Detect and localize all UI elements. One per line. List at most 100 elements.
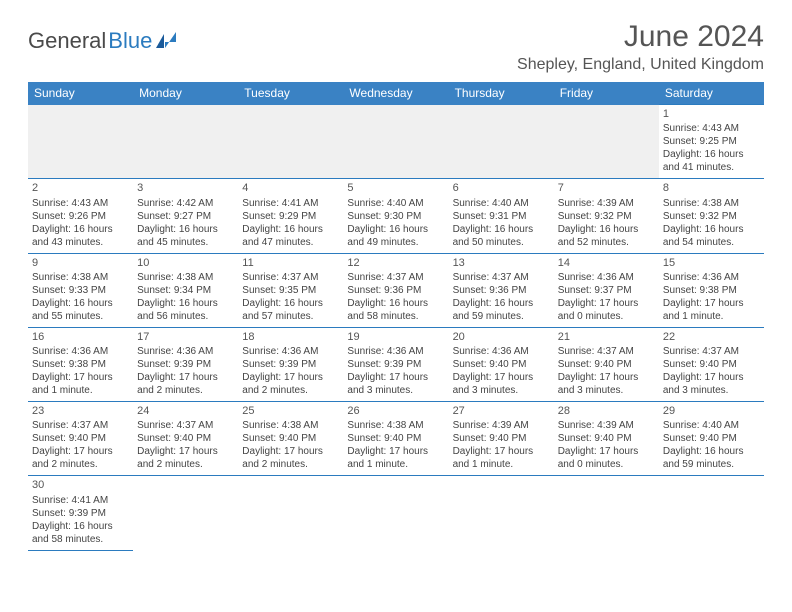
calendar-cell: 14Sunrise: 4:36 AMSunset: 9:37 PMDayligh… bbox=[554, 253, 659, 327]
day-number: 3 bbox=[137, 181, 234, 195]
weekday-header: Thursday bbox=[449, 82, 554, 105]
calendar-table: Sunday Monday Tuesday Wednesday Thursday… bbox=[28, 82, 764, 551]
sunset-text: Sunset: 9:31 PM bbox=[453, 210, 550, 223]
calendar-row: 30Sunrise: 4:41 AMSunset: 9:39 PMDayligh… bbox=[28, 476, 764, 550]
calendar-cell: 19Sunrise: 4:36 AMSunset: 9:39 PMDayligh… bbox=[343, 327, 448, 401]
calendar-cell: 8Sunrise: 4:38 AMSunset: 9:32 PMDaylight… bbox=[659, 179, 764, 253]
daylight-text: Daylight: 16 hours and 56 minutes. bbox=[137, 297, 234, 323]
sunrise-text: Sunrise: 4:38 AM bbox=[32, 271, 129, 284]
sunset-text: Sunset: 9:40 PM bbox=[347, 432, 444, 445]
weekday-header: Sunday bbox=[28, 82, 133, 105]
day-number: 2 bbox=[32, 181, 129, 195]
calendar-cell bbox=[449, 105, 554, 179]
sunrise-text: Sunrise: 4:37 AM bbox=[242, 271, 339, 284]
sunrise-text: Sunrise: 4:36 AM bbox=[663, 271, 760, 284]
sunrise-text: Sunrise: 4:40 AM bbox=[453, 197, 550, 210]
day-number: 7 bbox=[558, 181, 655, 195]
sunset-text: Sunset: 9:40 PM bbox=[453, 432, 550, 445]
sunrise-text: Sunrise: 4:38 AM bbox=[137, 271, 234, 284]
sunrise-text: Sunrise: 4:38 AM bbox=[663, 197, 760, 210]
day-number: 21 bbox=[558, 330, 655, 344]
calendar-cell: 11Sunrise: 4:37 AMSunset: 9:35 PMDayligh… bbox=[238, 253, 343, 327]
sunrise-text: Sunrise: 4:36 AM bbox=[453, 345, 550, 358]
calendar-cell bbox=[133, 105, 238, 179]
sunrise-text: Sunrise: 4:36 AM bbox=[242, 345, 339, 358]
weekday-header-row: Sunday Monday Tuesday Wednesday Thursday… bbox=[28, 82, 764, 105]
day-number: 14 bbox=[558, 256, 655, 270]
weekday-header: Friday bbox=[554, 82, 659, 105]
sunset-text: Sunset: 9:32 PM bbox=[558, 210, 655, 223]
sunset-text: Sunset: 9:40 PM bbox=[453, 358, 550, 371]
day-number: 28 bbox=[558, 404, 655, 418]
weekday-header: Tuesday bbox=[238, 82, 343, 105]
weekday-header: Saturday bbox=[659, 82, 764, 105]
daylight-text: Daylight: 17 hours and 1 minute. bbox=[347, 445, 444, 471]
calendar-cell: 16Sunrise: 4:36 AMSunset: 9:38 PMDayligh… bbox=[28, 327, 133, 401]
daylight-text: Daylight: 16 hours and 58 minutes. bbox=[32, 520, 129, 546]
day-number: 26 bbox=[347, 404, 444, 418]
calendar-cell: 28Sunrise: 4:39 AMSunset: 9:40 PMDayligh… bbox=[554, 402, 659, 476]
sunset-text: Sunset: 9:26 PM bbox=[32, 210, 129, 223]
calendar-cell: 18Sunrise: 4:36 AMSunset: 9:39 PMDayligh… bbox=[238, 327, 343, 401]
day-number: 6 bbox=[453, 181, 550, 195]
sunrise-text: Sunrise: 4:37 AM bbox=[453, 271, 550, 284]
day-number: 22 bbox=[663, 330, 760, 344]
daylight-text: Daylight: 17 hours and 1 minute. bbox=[663, 297, 760, 323]
header: GeneralBlue June 2024 Shepley, England, … bbox=[28, 20, 764, 74]
day-number: 15 bbox=[663, 256, 760, 270]
sunset-text: Sunset: 9:39 PM bbox=[347, 358, 444, 371]
daylight-text: Daylight: 17 hours and 0 minutes. bbox=[558, 445, 655, 471]
calendar-cell: 23Sunrise: 4:37 AMSunset: 9:40 PMDayligh… bbox=[28, 402, 133, 476]
sunset-text: Sunset: 9:35 PM bbox=[242, 284, 339, 297]
month-title: June 2024 bbox=[517, 20, 764, 54]
sunset-text: Sunset: 9:30 PM bbox=[347, 210, 444, 223]
calendar-cell: 12Sunrise: 4:37 AMSunset: 9:36 PMDayligh… bbox=[343, 253, 448, 327]
sunset-text: Sunset: 9:32 PM bbox=[663, 210, 760, 223]
calendar-cell bbox=[343, 105, 448, 179]
sunset-text: Sunset: 9:40 PM bbox=[242, 432, 339, 445]
sunset-text: Sunset: 9:25 PM bbox=[663, 135, 760, 148]
sunrise-text: Sunrise: 4:39 AM bbox=[453, 419, 550, 432]
daylight-text: Daylight: 17 hours and 2 minutes. bbox=[32, 445, 129, 471]
daylight-text: Daylight: 17 hours and 1 minute. bbox=[453, 445, 550, 471]
calendar-cell: 10Sunrise: 4:38 AMSunset: 9:34 PMDayligh… bbox=[133, 253, 238, 327]
daylight-text: Daylight: 16 hours and 59 minutes. bbox=[663, 445, 760, 471]
day-number: 30 bbox=[32, 478, 129, 492]
daylight-text: Daylight: 16 hours and 47 minutes. bbox=[242, 223, 339, 249]
calendar-cell bbox=[28, 105, 133, 179]
daylight-text: Daylight: 17 hours and 0 minutes. bbox=[558, 297, 655, 323]
calendar-cell bbox=[554, 105, 659, 179]
calendar-cell bbox=[238, 105, 343, 179]
sunrise-text: Sunrise: 4:37 AM bbox=[558, 345, 655, 358]
day-number: 27 bbox=[453, 404, 550, 418]
day-number: 23 bbox=[32, 404, 129, 418]
day-number: 5 bbox=[347, 181, 444, 195]
sunrise-text: Sunrise: 4:38 AM bbox=[242, 419, 339, 432]
daylight-text: Daylight: 16 hours and 57 minutes. bbox=[242, 297, 339, 323]
sunset-text: Sunset: 9:29 PM bbox=[242, 210, 339, 223]
calendar-cell bbox=[449, 476, 554, 550]
calendar-cell: 15Sunrise: 4:36 AMSunset: 9:38 PMDayligh… bbox=[659, 253, 764, 327]
sunrise-text: Sunrise: 4:40 AM bbox=[663, 419, 760, 432]
daylight-text: Daylight: 17 hours and 3 minutes. bbox=[347, 371, 444, 397]
sunset-text: Sunset: 9:27 PM bbox=[137, 210, 234, 223]
daylight-text: Daylight: 16 hours and 41 minutes. bbox=[663, 148, 760, 174]
calendar-cell bbox=[343, 476, 448, 550]
day-number: 8 bbox=[663, 181, 760, 195]
day-number: 18 bbox=[242, 330, 339, 344]
sunset-text: Sunset: 9:37 PM bbox=[558, 284, 655, 297]
sunrise-text: Sunrise: 4:37 AM bbox=[32, 419, 129, 432]
calendar-cell: 25Sunrise: 4:38 AMSunset: 9:40 PMDayligh… bbox=[238, 402, 343, 476]
sunrise-text: Sunrise: 4:36 AM bbox=[32, 345, 129, 358]
calendar-cell: 20Sunrise: 4:36 AMSunset: 9:40 PMDayligh… bbox=[449, 327, 554, 401]
sunrise-text: Sunrise: 4:39 AM bbox=[558, 197, 655, 210]
day-number: 4 bbox=[242, 181, 339, 195]
weekday-header: Wednesday bbox=[343, 82, 448, 105]
calendar-cell bbox=[133, 476, 238, 550]
sunset-text: Sunset: 9:40 PM bbox=[663, 358, 760, 371]
daylight-text: Daylight: 16 hours and 49 minutes. bbox=[347, 223, 444, 249]
sunrise-text: Sunrise: 4:38 AM bbox=[347, 419, 444, 432]
calendar-cell bbox=[554, 476, 659, 550]
calendar-cell: 26Sunrise: 4:38 AMSunset: 9:40 PMDayligh… bbox=[343, 402, 448, 476]
sunrise-text: Sunrise: 4:36 AM bbox=[347, 345, 444, 358]
